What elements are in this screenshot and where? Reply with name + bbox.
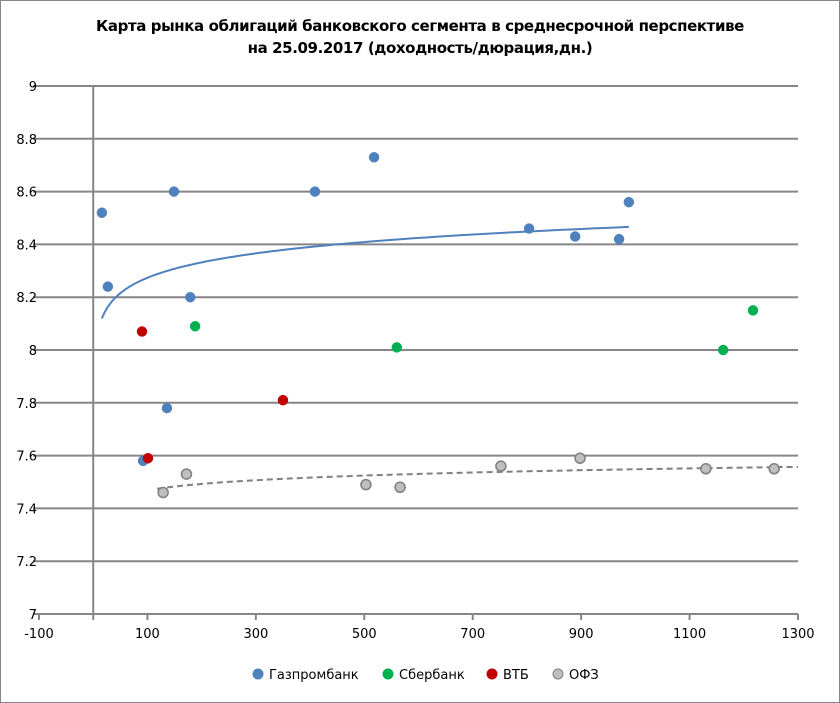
legend-marker: [252, 668, 264, 680]
data-point-series-3: [700, 463, 712, 475]
data-point-series-3: [157, 486, 169, 499]
data-point-series-3: [574, 452, 586, 464]
y-tick-label: 7.6: [16, 450, 37, 465]
data-point-series-0: [185, 291, 196, 303]
x-tick-label: -100: [24, 627, 54, 642]
legend-marker: [552, 668, 564, 680]
data-point-series-2: [277, 394, 289, 406]
y-tick-label: 9: [29, 80, 37, 95]
y-tick-label: 7: [29, 608, 37, 623]
data-point-series-3: [495, 460, 507, 472]
x-tick-label: 700: [460, 627, 485, 642]
data-point-series-0: [613, 233, 625, 245]
data-point-series-0: [96, 207, 108, 218]
y-tick-label: 8.2: [16, 291, 37, 306]
data-point-series-3: [360, 478, 372, 491]
x-tick-label: 900: [569, 627, 594, 642]
x-tick-label: 300: [243, 627, 268, 642]
x-tick-label: 100: [135, 627, 160, 642]
data-point-series-1: [717, 344, 729, 356]
chart-title-block: Карта рынка облигаций банковского сегмен…: [1, 15, 839, 59]
data-point-series-0: [102, 281, 114, 292]
data-point-series-2: [136, 326, 148, 337]
x-tick-label: 500: [352, 627, 377, 642]
legend-marker: [382, 668, 394, 680]
y-tick-label: 8: [29, 344, 37, 359]
legend-marker: [486, 668, 498, 680]
y-tick-label: 8.6: [16, 186, 37, 201]
y-tick-label: 8.8: [16, 133, 37, 148]
data-point-series-1: [391, 342, 403, 353]
legend-label: ОФЗ: [569, 668, 599, 683]
trendline-0: [100, 225, 629, 319]
data-point-series-0: [161, 402, 173, 414]
data-point-series-0: [523, 223, 535, 234]
data-point-series-3: [394, 481, 406, 494]
data-point-series-1: [747, 305, 759, 316]
y-tick-label: 7.8: [16, 397, 37, 412]
data-point-series-1: [189, 320, 201, 332]
data-point-series-0: [623, 196, 635, 208]
x-tick-label: 1100: [673, 627, 706, 642]
data-point-series-0: [168, 186, 180, 197]
data-point-series-0: [368, 152, 380, 163]
chart-subtitle: на 25.09.2017 (доходность/дюрация,дн.): [247, 39, 593, 57]
data-point-series-2: [142, 452, 154, 464]
data-point-series-3: [180, 468, 193, 480]
y-tick-label: 7.4: [16, 502, 37, 517]
y-tick-label: 7.2: [16, 555, 37, 570]
data-point-series-0: [309, 186, 321, 197]
x-tick-label: 1300: [781, 627, 814, 642]
trendline-3: [157, 465, 799, 490]
data-point-series-3: [768, 463, 780, 475]
chart-title: Карта рынка облигаций банковского сегмен…: [96, 17, 744, 35]
legend-label: Газпромбанк: [269, 668, 359, 683]
y-tick-label: 8.4: [16, 238, 37, 253]
data-point-series-0: [569, 231, 581, 242]
legend-label: Сбербанк: [399, 668, 465, 683]
legend-label: ВТБ: [503, 668, 529, 683]
